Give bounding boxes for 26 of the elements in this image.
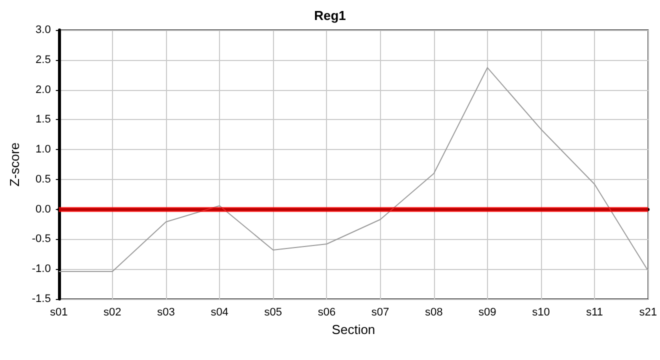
y-tick-label: -1.5 [32,293,51,305]
y-tick-label: 1.5 [36,114,51,126]
x-tick-label: s10 [532,306,550,318]
x-axis-title: Section [332,322,376,337]
x-tick-label: s09 [478,306,496,318]
y-axis-title: Z-score [7,142,22,187]
x-tick-label: s11 [586,306,604,318]
x-tick-label: s08 [424,306,443,318]
x-tick-label: s06 [318,306,336,318]
y-tick-label: -0.5 [32,233,51,246]
chart-title: Reg1 [314,8,346,23]
y-tick-label: -1.0 [32,263,51,276]
y-tick-label: 1.0 [36,144,51,156]
y-tick-label: 3.0 [36,24,51,36]
x-tick-label: s21 [639,306,658,318]
y-tick-label: 0.5 [36,173,51,186]
x-tick-label: s03 [157,306,175,318]
y-tick-label: 2.5 [36,54,51,66]
x-tick-label: s02 [104,306,122,318]
x-tick-label: s05 [264,306,282,318]
y-tick-label: 2.0 [36,84,51,96]
x-tick-label: s07 [371,306,390,318]
x-tick-label: s01 [50,306,68,318]
y-tick-label: 0.0 [36,203,51,216]
x-tick-label: s04 [210,306,228,318]
line-series [58,67,649,272]
